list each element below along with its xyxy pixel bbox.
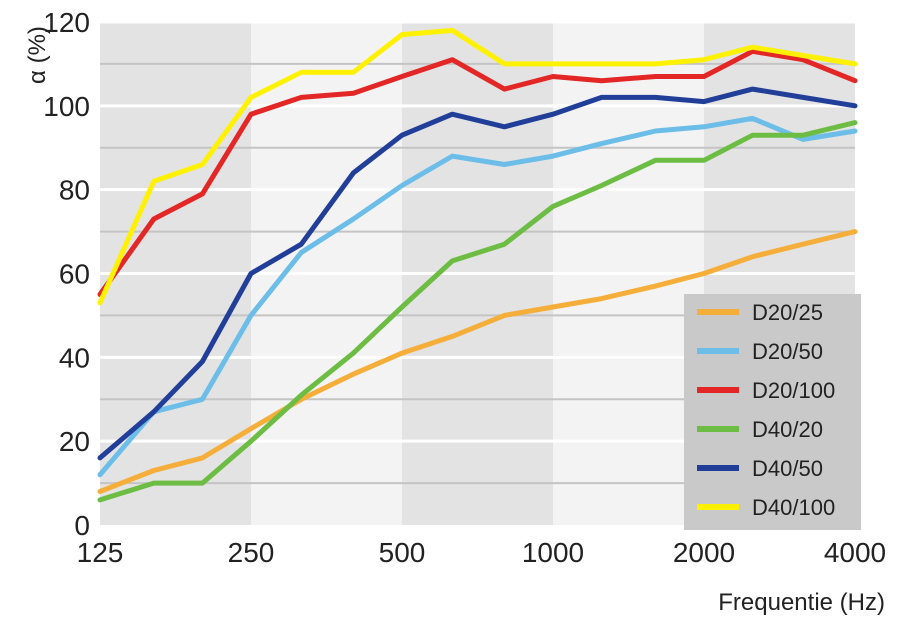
x-tick-label: 4000: [824, 537, 886, 568]
y-tick-label: 100: [43, 91, 90, 122]
legend: D20/25 D20/50 D20/100 D40/20 D40/50 D40/100: [684, 294, 861, 530]
series-line-D40-50: [97, 86, 858, 461]
x-tick-label: 2000: [673, 537, 735, 568]
y-tick-label: 120: [43, 7, 90, 38]
series-line-D40-20: [97, 120, 858, 503]
y-tick-label: 0: [74, 510, 90, 541]
y-tick-label: 40: [59, 342, 90, 373]
legend-label: D20/25: [752, 300, 823, 325]
x-axis-ticks: 125 250 500 1000 2000 4000: [77, 537, 887, 568]
y-tick-label: 80: [59, 175, 90, 206]
x-tick-label: 250: [228, 537, 275, 568]
legend-label: D40/20: [752, 417, 823, 442]
x-tick-label: 1000: [522, 537, 584, 568]
legend-label: D20/100: [752, 378, 835, 403]
series-line-D20-100: [97, 48, 858, 297]
x-tick-label: 125: [77, 537, 124, 568]
y-tick-label: 20: [59, 426, 90, 457]
y-axis-title: α (%): [24, 26, 51, 84]
y-axis-ticks: 0 20 40 60 80 100 120: [43, 7, 90, 541]
series-line-D20-50: [97, 115, 858, 478]
legend-label: D20/50: [752, 339, 823, 364]
x-tick-label: 500: [379, 537, 426, 568]
y-tick-label: 60: [59, 259, 90, 290]
legend-label: D40/50: [752, 456, 823, 481]
legend-label: D40/100: [752, 495, 835, 520]
x-axis-title: Frequentie (Hz): [718, 589, 885, 616]
series-lines: [97, 27, 858, 503]
series-line-D20-25: [97, 229, 858, 494]
legend-box: [684, 294, 861, 530]
series-line-D40-100: [97, 27, 858, 306]
